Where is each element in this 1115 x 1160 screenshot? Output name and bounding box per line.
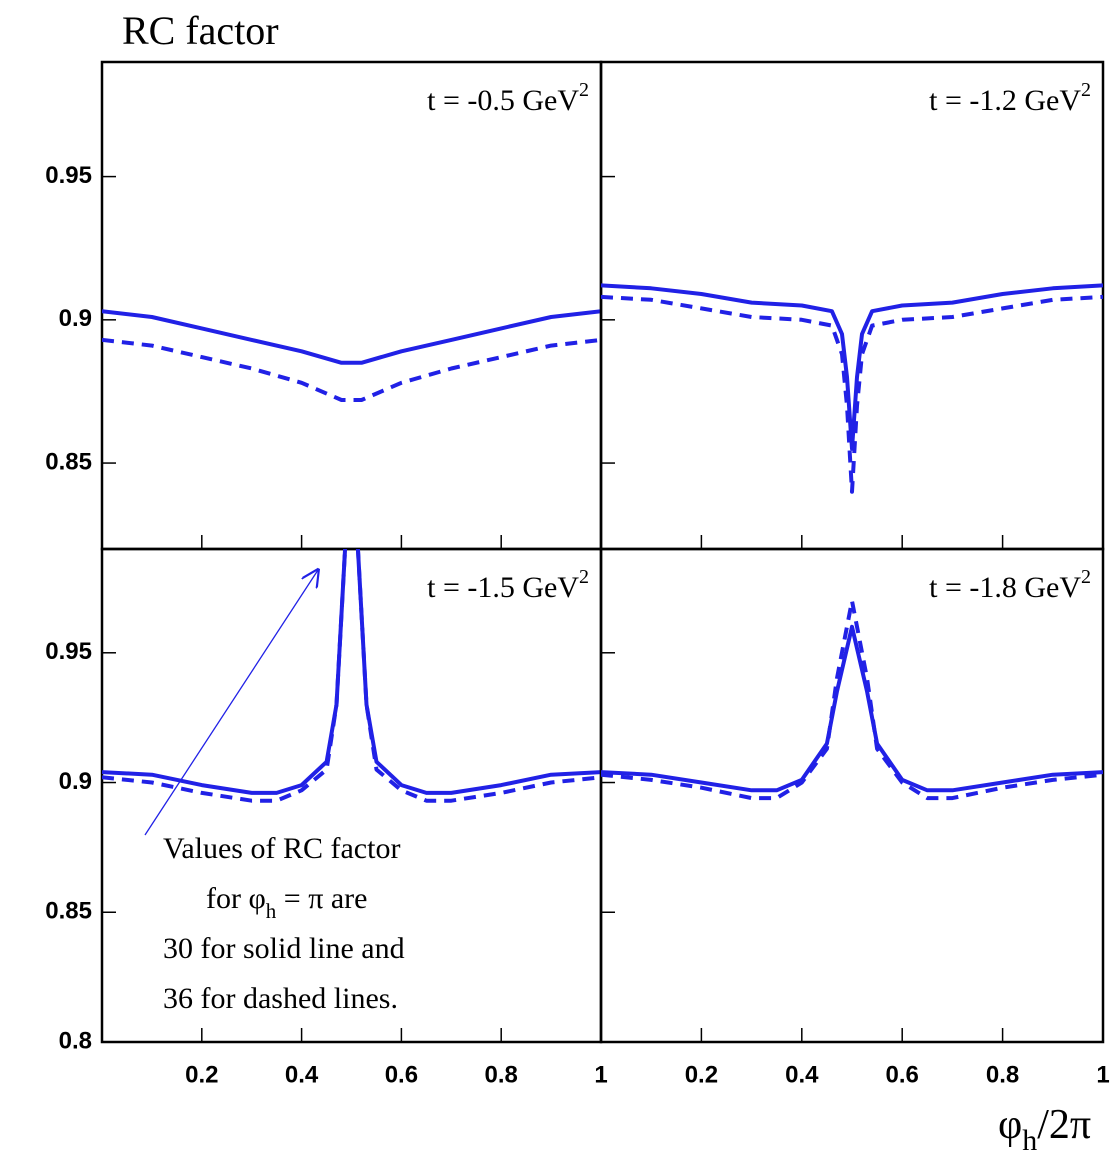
annotation-line: 36 for dashed lines. xyxy=(163,982,398,1015)
x-tick-label: 0.8 xyxy=(986,1061,1019,1088)
panel-title: t = -1.8 GeV2 xyxy=(929,566,1091,604)
panel-title-text: t = -0.5 GeV xyxy=(427,84,579,117)
panel-title: t = -1.2 GeV2 xyxy=(929,79,1091,117)
panel: 0.85 0.9 0.95 t = -0.5 GeV2 xyxy=(45,60,603,551)
y-tick-label: 0.9 xyxy=(59,768,92,795)
x-tick-label: 0.4 xyxy=(785,1061,819,1088)
figure-title: RC factor xyxy=(122,8,279,53)
x-tick-label: 0.6 xyxy=(886,1061,919,1088)
panel-title: t = -0.5 GeV2 xyxy=(427,79,589,117)
series-line xyxy=(102,549,601,795)
series-line xyxy=(601,283,1103,451)
x-tick-label: 0.4 xyxy=(285,1061,319,1088)
x-axis-label-symbol: φ xyxy=(998,1102,1022,1148)
x-tick-label: 0.2 xyxy=(185,1061,218,1088)
series-line xyxy=(601,598,1103,801)
annotation-text: h xyxy=(266,899,277,923)
x-tick-label: 0.8 xyxy=(485,1061,518,1088)
annotation-text: 36 for dashed lines. xyxy=(163,982,398,1015)
panel-title-text: t = -1.5 GeV xyxy=(427,571,579,604)
annotation-text: for φ xyxy=(206,882,266,915)
x-axis-label: φh/2π xyxy=(998,1102,1091,1157)
panel-title-text: t = -1.2 GeV xyxy=(929,84,1081,117)
y-tick-label: 0.85 xyxy=(45,898,92,925)
panel-title-superscript: 2 xyxy=(579,566,589,588)
x-tick-label: 0.6 xyxy=(385,1061,418,1088)
annotation-text: Values of RC factor xyxy=(163,832,400,865)
panel-title-superscript: 2 xyxy=(1081,566,1091,588)
panel: t = -1.2 GeV2 xyxy=(599,60,1105,551)
panel-title-superscript: 2 xyxy=(579,79,589,101)
y-tick-label: 0.95 xyxy=(45,638,92,665)
panel-frame xyxy=(100,60,603,551)
y-tick-label: 0.9 xyxy=(59,305,92,332)
x-axis-label-subscript: h xyxy=(1022,1124,1037,1157)
panel-frame xyxy=(599,547,1105,1044)
panel: 0.8 0.85 0.9 0.95 0.2 0.4 0.6 0.8 1 t = -1.5 GeV2… xyxy=(45,547,608,1088)
series-line xyxy=(601,624,1103,793)
y-tick-label: 0.95 xyxy=(45,162,92,189)
series-line xyxy=(102,337,601,402)
annotation-line: 30 for solid line and xyxy=(163,932,405,965)
x-axis-label-rest: /2π xyxy=(1037,1102,1091,1148)
panel-frame xyxy=(100,547,603,1044)
y-tick-label: 0.85 xyxy=(45,448,92,475)
x-tick-label: 1 xyxy=(594,1061,607,1088)
y-tick-label: 0.8 xyxy=(59,1027,92,1054)
annotation-line: Values of RC factor xyxy=(163,832,400,865)
x-tick-label: 0.2 xyxy=(685,1061,718,1088)
panel-title-superscript: 2 xyxy=(1081,79,1091,101)
series-line xyxy=(102,549,601,803)
annotation-line: for φh = π are xyxy=(206,882,367,923)
panel-title-text: t = -1.8 GeV xyxy=(929,571,1081,604)
x-tick-label: 1 xyxy=(1096,1061,1109,1088)
annotation-text: = π are xyxy=(276,882,367,915)
panel-title: t = -1.5 GeV2 xyxy=(427,566,589,604)
panel: 0.2 0.4 0.6 0.8 1 t = -1.8 GeV2 xyxy=(599,547,1110,1088)
annotation-arrow xyxy=(144,570,318,836)
series-line xyxy=(102,309,601,365)
series-line xyxy=(601,294,1103,494)
annotation-text: 30 for solid line and xyxy=(163,932,405,965)
